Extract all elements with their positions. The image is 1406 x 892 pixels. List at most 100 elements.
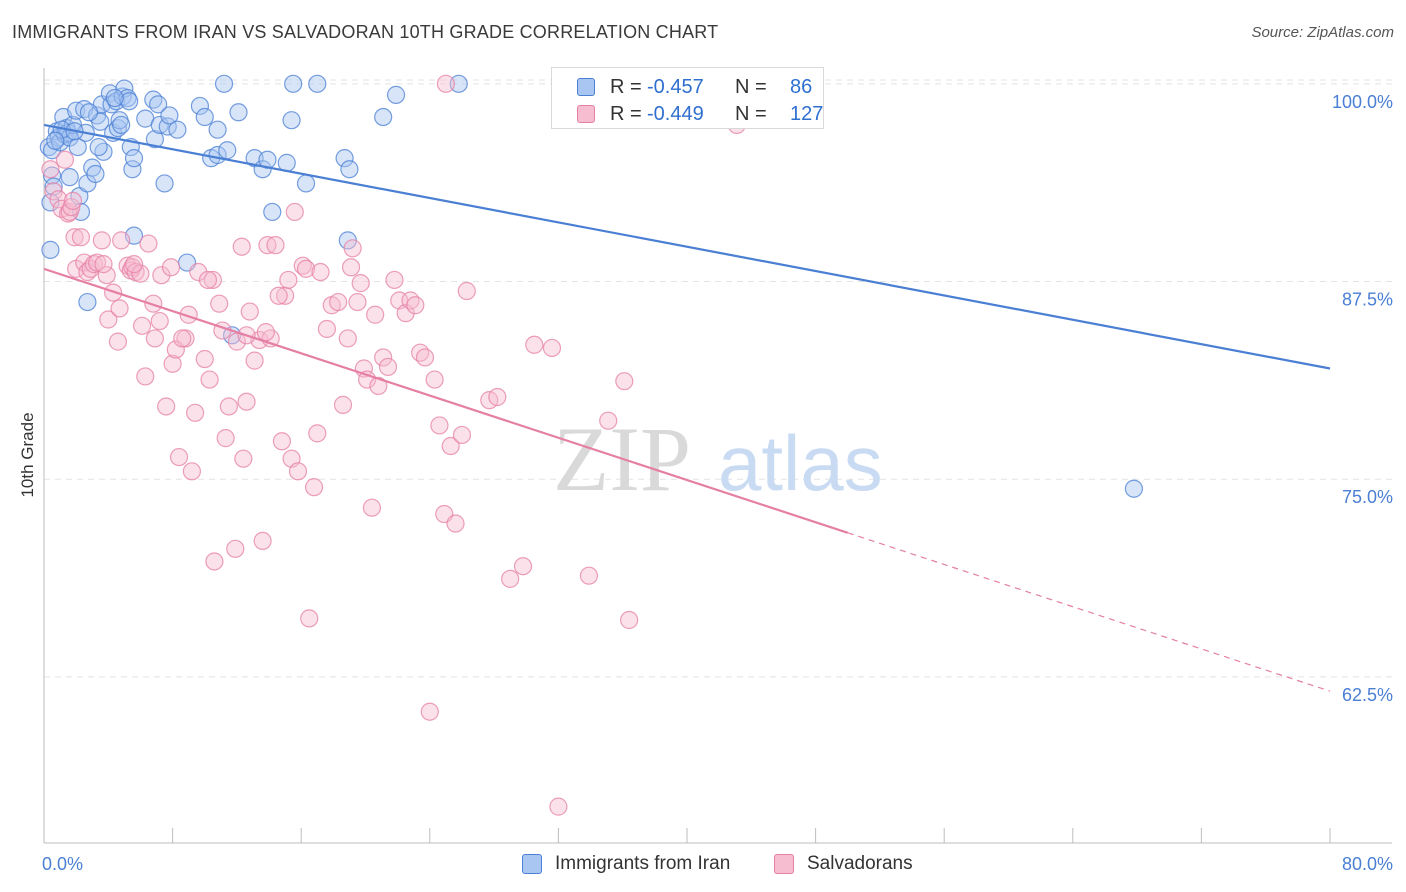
series-legend: Immigrants from Iran Salvadorans <box>0 852 1406 878</box>
legend-swatch-iran <box>522 854 542 874</box>
legend-r-label: R = <box>610 103 642 125</box>
legend-label-salvadoran: Salvadorans <box>807 853 913 874</box>
x-tick-labels: 0.0% 80.0% <box>42 854 1393 874</box>
salvadoran-point <box>369 376 388 396</box>
salvadoran-point <box>338 329 357 348</box>
salvadoran-point <box>378 357 398 377</box>
salvadoran-point <box>99 310 118 329</box>
y-tick-labels: 100.0% 87.5% 75.0% 62.5% <box>1332 92 1393 705</box>
salvadoran-point <box>333 395 353 414</box>
salvadoran-point <box>62 198 81 217</box>
salvadoran-point <box>501 569 520 588</box>
salvadoran-point <box>288 462 308 481</box>
iran-point <box>149 95 168 114</box>
salvadoran-point <box>97 266 116 285</box>
salvadoran-point <box>415 348 435 367</box>
iran-point <box>386 85 406 104</box>
iran-point <box>449 74 468 93</box>
salvadoran-point <box>163 354 182 373</box>
salvadoran-point <box>420 702 439 721</box>
legend-n-label: N = <box>735 76 767 98</box>
salvadoran-point <box>226 539 245 558</box>
iran-point <box>145 130 165 149</box>
iran-point <box>79 103 99 122</box>
salvadoran-point <box>317 319 337 339</box>
data-points <box>39 74 1143 816</box>
salvadoran-point <box>234 449 253 468</box>
trend-line-iran <box>43 123 1331 370</box>
salvadoran-point <box>362 498 382 517</box>
legend-swatch-iran <box>577 78 595 96</box>
iran-point <box>374 107 393 127</box>
salvadoran-point <box>599 411 618 430</box>
salvadoran-point <box>205 552 224 571</box>
series-salvadoran-points <box>41 74 746 816</box>
salvadoran-point <box>131 264 150 283</box>
salvadoran-point <box>124 255 144 274</box>
iran-point <box>1124 479 1143 498</box>
salvadoran-point <box>245 351 264 370</box>
salvadoran-point <box>488 387 507 407</box>
salvadoran-point <box>266 236 285 255</box>
iran-point <box>86 164 105 184</box>
iran-point <box>195 107 214 127</box>
legend-row-iran: R = -0.457 N = 86 <box>552 74 823 100</box>
iran-point <box>263 202 282 222</box>
salvadoran-point <box>385 270 404 290</box>
y-tick-label: 100.0% <box>1332 92 1393 112</box>
x-tick-label: 80.0% <box>1342 854 1393 874</box>
salvadoran-point <box>92 231 111 250</box>
salvadoran-point <box>41 160 60 179</box>
salvadoran-point <box>145 329 165 348</box>
trend-line-salvadoran-extension <box>847 532 1331 692</box>
salvadoran-point <box>406 296 425 315</box>
salvadoran-point <box>150 311 169 331</box>
salvadoran-point <box>232 237 251 256</box>
salvadoran-point <box>311 262 330 282</box>
salvadoran-point <box>343 239 362 258</box>
legend-n-label: N = <box>735 103 767 125</box>
legend-r-value: -0.449 <box>647 103 704 125</box>
iran-point <box>60 168 79 187</box>
x-tick-label: 0.0% <box>42 854 83 874</box>
salvadoran-point <box>198 270 218 290</box>
legend-n-value: 127 <box>790 103 824 125</box>
salvadoran-point <box>430 416 449 435</box>
legend-r-label: R = <box>610 76 642 98</box>
iran-point <box>124 149 144 168</box>
salvadoran-point <box>186 403 205 422</box>
y-tick-label: 75.0% <box>1342 487 1393 507</box>
iran-point <box>78 292 97 312</box>
salvadoran-point <box>366 305 385 324</box>
salvadoran-point <box>441 436 460 456</box>
iran-point <box>168 120 187 139</box>
iran-point <box>284 74 303 93</box>
salvadoran-point <box>112 231 131 250</box>
salvadoran-point <box>329 292 348 312</box>
salvadoran-point <box>256 323 275 342</box>
iran-point <box>214 74 234 93</box>
trend-line-salvadoran <box>43 267 849 534</box>
chart-source: Source: ZipAtlas.com <box>1251 24 1394 41</box>
salvadoran-point <box>110 299 129 318</box>
iran-point <box>296 174 316 193</box>
salvadoran-point <box>200 370 219 389</box>
salvadoran-point <box>452 425 472 445</box>
y-tick-label: 62.5% <box>1342 685 1393 705</box>
legend-label-iran: Immigrants from Iran <box>555 853 731 874</box>
salvadoran-point <box>139 234 158 253</box>
salvadoran-point <box>157 397 176 416</box>
chart-title: IMMIGRANTS FROM IRAN VS SALVADORAN 10TH … <box>12 22 719 42</box>
iran-point <box>190 96 210 116</box>
salvadoran-point <box>341 258 361 277</box>
salvadoran-point <box>285 202 304 222</box>
salvadoran-point <box>210 294 229 313</box>
salvadoran-point <box>203 270 222 290</box>
iran-point <box>118 88 137 108</box>
y-tick-label: 87.5% <box>1342 290 1393 310</box>
salvadoran-point <box>63 191 83 210</box>
salvadoran-point <box>169 447 189 467</box>
salvadoran-point <box>182 462 201 481</box>
salvadoran-point <box>65 228 84 247</box>
